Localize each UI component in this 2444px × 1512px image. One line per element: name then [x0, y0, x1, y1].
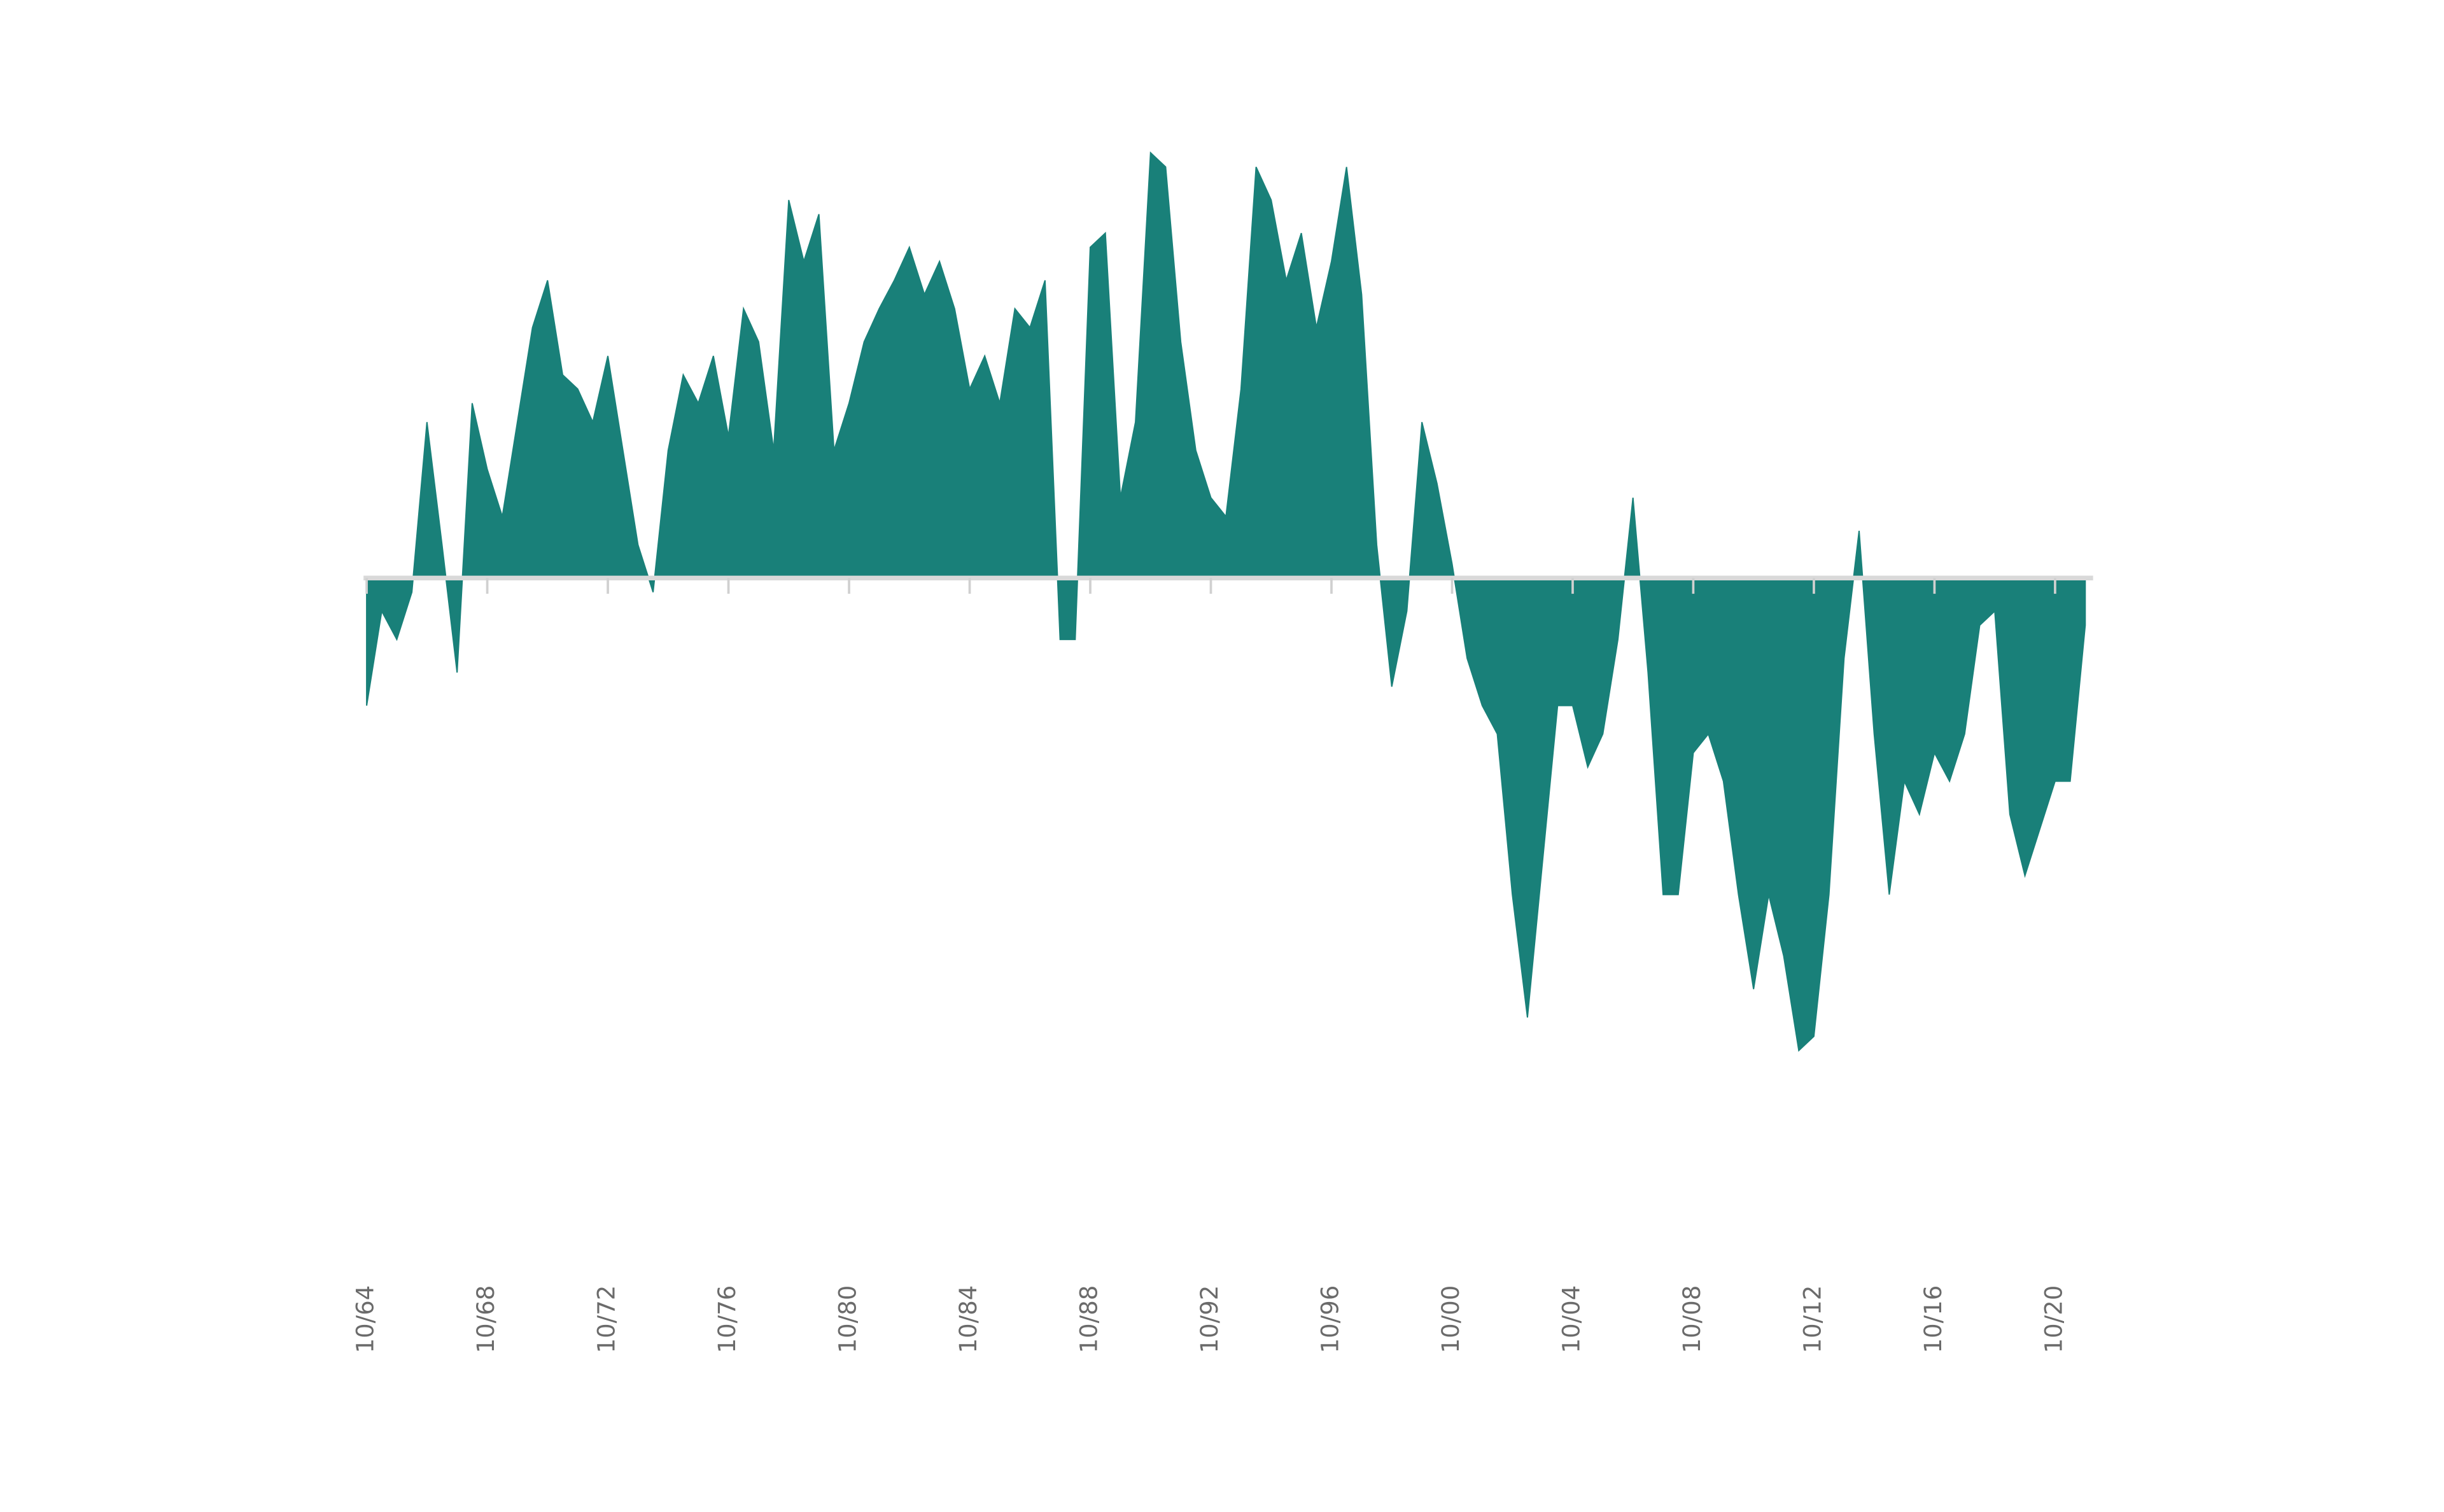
x-tick-label: 10/76 — [713, 1285, 741, 1354]
x-tick-label: 10/80 — [834, 1285, 862, 1354]
x-tick-label: 10/72 — [593, 1285, 621, 1354]
x-tick-label: 10/96 — [1316, 1285, 1344, 1354]
x-tick-label: 10/04 — [1557, 1285, 1585, 1354]
x-tick-label: 10/88 — [1076, 1285, 1103, 1354]
x-tick-label: 10/16 — [1920, 1285, 1947, 1354]
x-tick-label: 10/68 — [472, 1285, 500, 1354]
x-tick-label: 10/92 — [1196, 1285, 1223, 1354]
x-tick-label: 10/84 — [955, 1285, 982, 1354]
x-tick-label: 10/12 — [1799, 1285, 1826, 1354]
x-tick-label: 10/08 — [1678, 1285, 1706, 1354]
x-tick-label: 10/20 — [2040, 1285, 2067, 1354]
x-tick-label: 10/64 — [352, 1285, 379, 1354]
x-tick-label: 10/00 — [1437, 1285, 1464, 1354]
area — [366, 151, 2086, 1052]
